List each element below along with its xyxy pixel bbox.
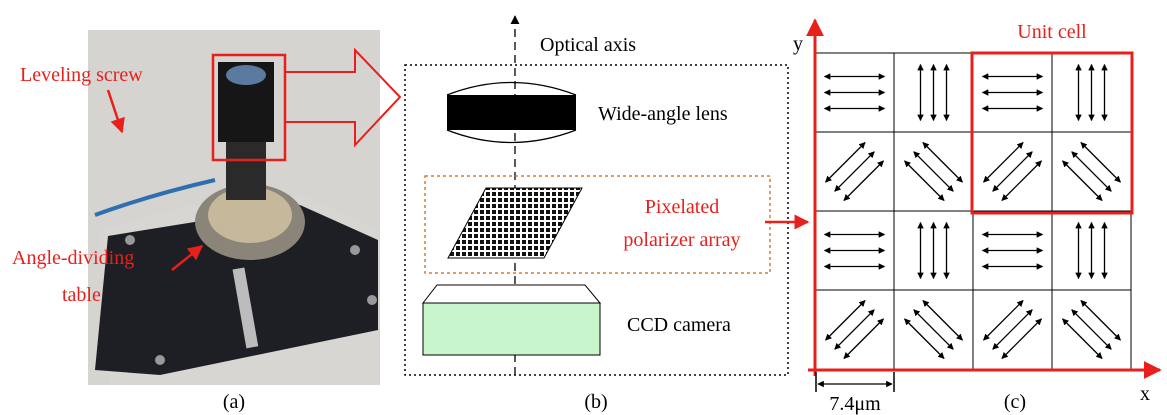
label: Optical axis xyxy=(540,34,636,56)
label: Wide-angle lens xyxy=(598,103,728,125)
lens-edge xyxy=(447,130,576,143)
polarizer xyxy=(448,188,582,258)
label: polarizer array xyxy=(623,229,740,251)
figure: Leveling screw Angle-dividing table (a) … xyxy=(0,0,1167,415)
camera-top xyxy=(423,285,600,303)
camera xyxy=(423,303,600,355)
label: Unit cell xyxy=(1017,21,1087,43)
label: CCD camera xyxy=(627,314,731,336)
label: Angle-dividing xyxy=(12,247,134,269)
label: y xyxy=(793,33,803,55)
caption: (a) xyxy=(223,391,245,413)
label: Pixelated xyxy=(645,196,719,218)
caption: (c) xyxy=(1004,391,1026,413)
label: table xyxy=(62,284,101,306)
caption: (b) xyxy=(584,391,607,413)
lens-edge xyxy=(447,83,576,96)
label: 7.4μm xyxy=(829,393,881,415)
lens xyxy=(447,95,576,130)
label: Leveling screw xyxy=(20,64,143,86)
label: x xyxy=(1140,383,1150,405)
